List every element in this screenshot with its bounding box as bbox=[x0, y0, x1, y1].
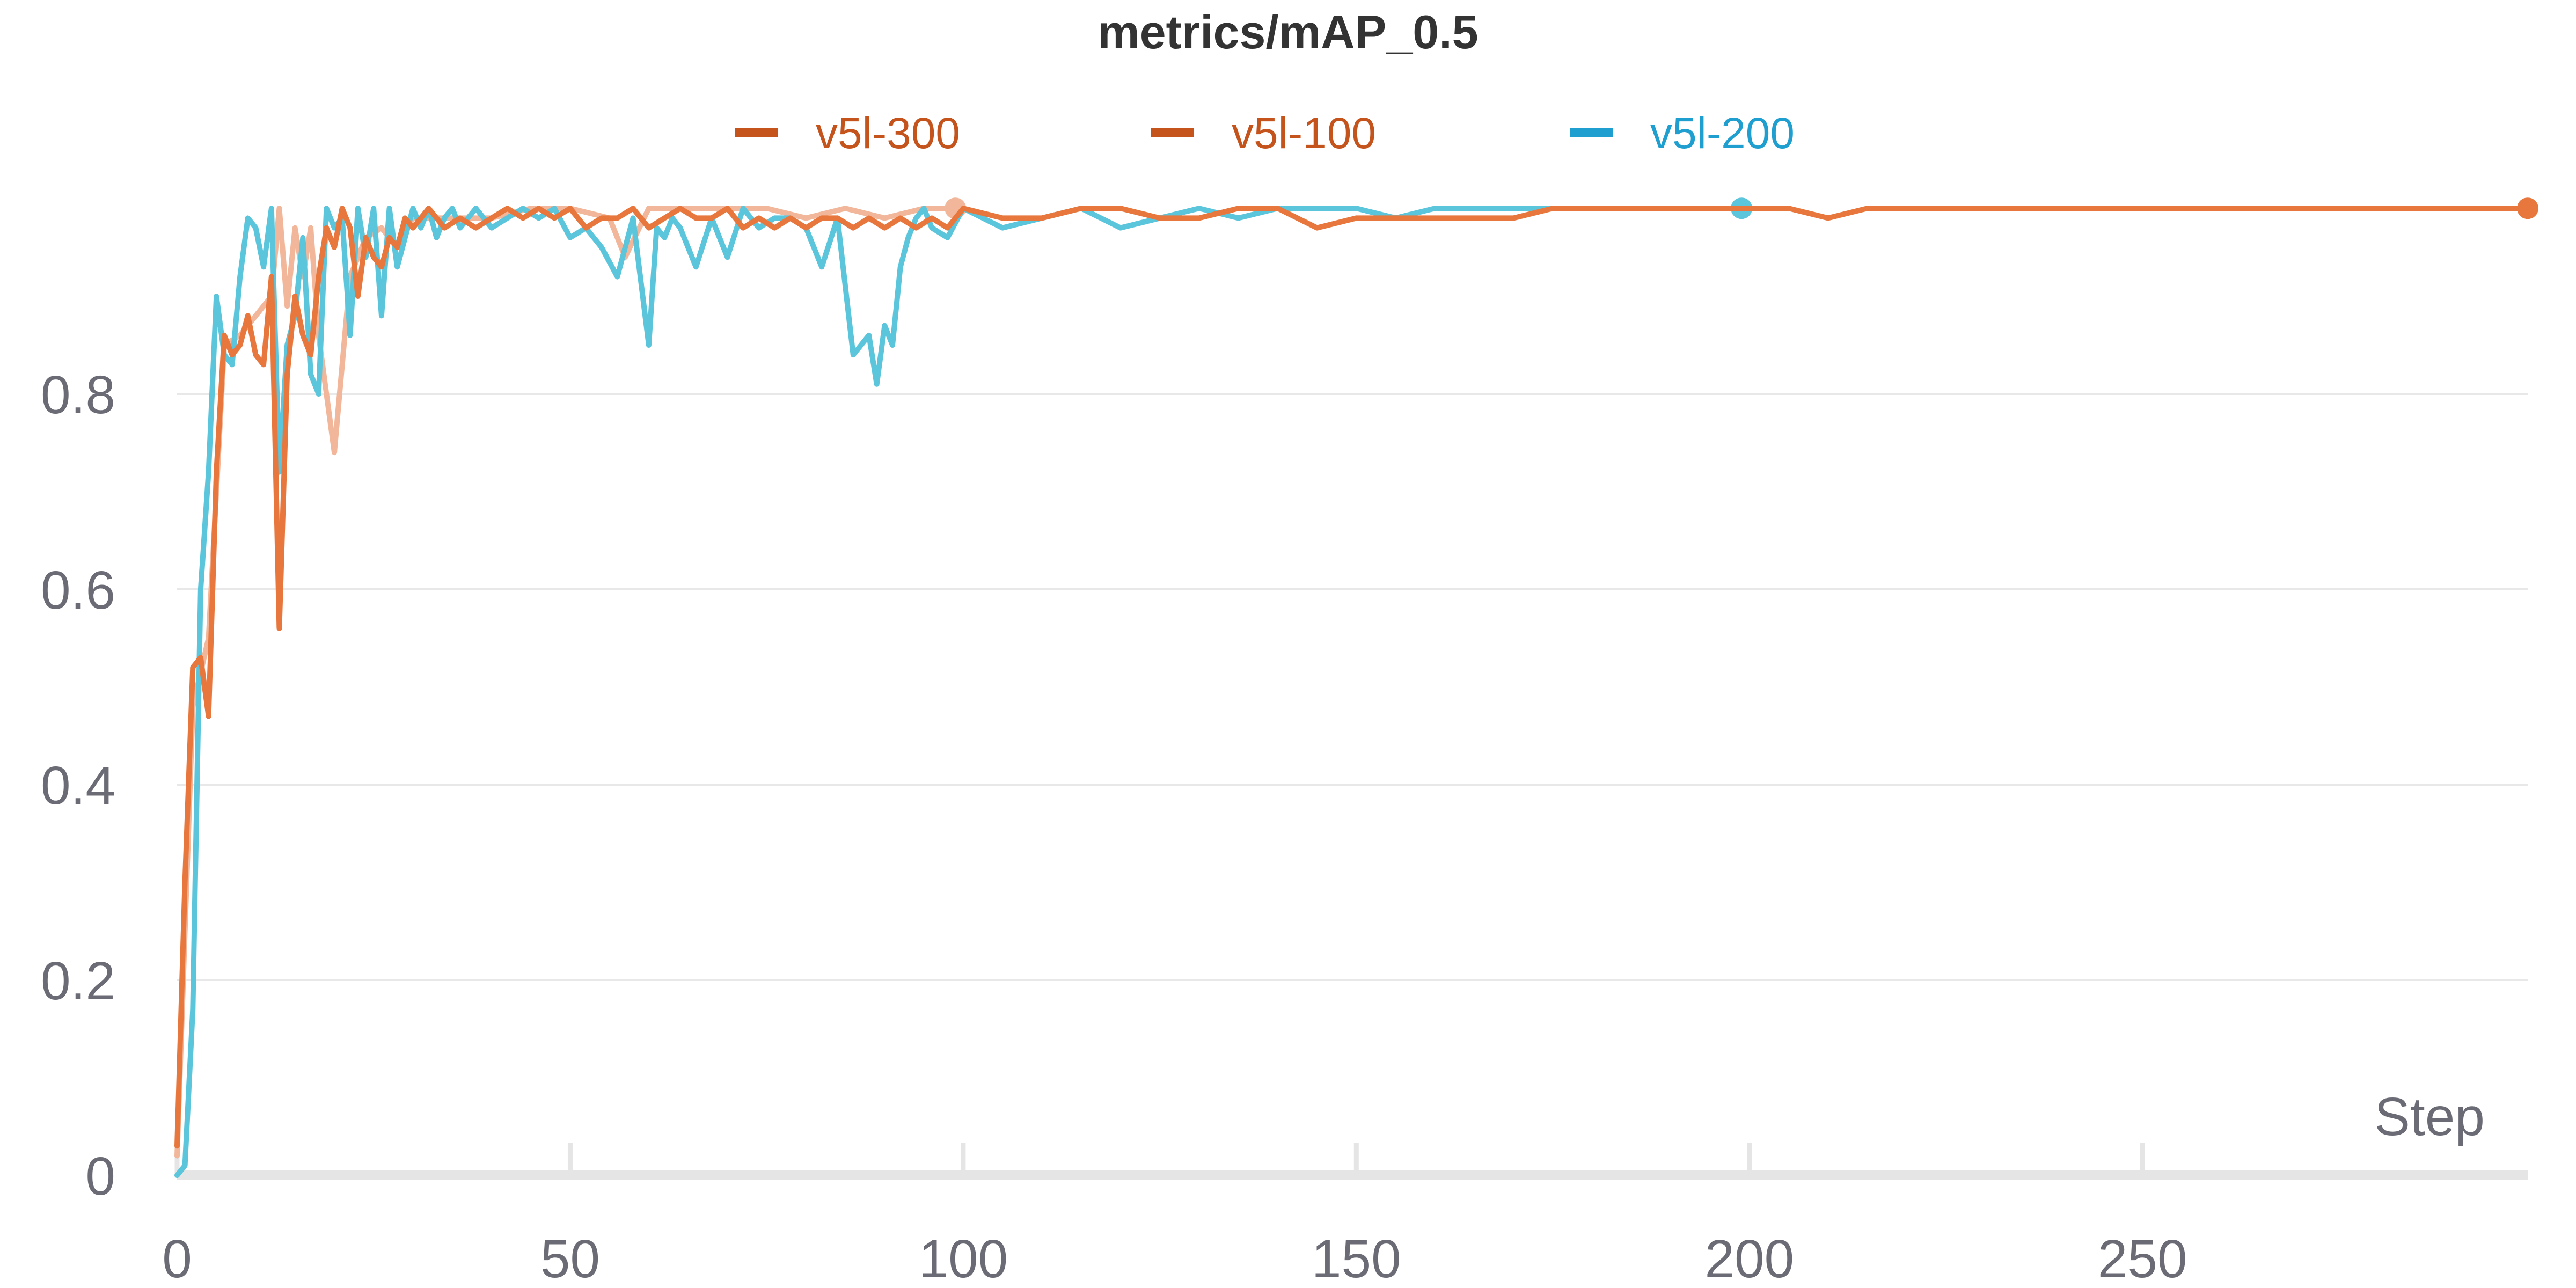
x-tick-label: 250 bbox=[2098, 1229, 2187, 1288]
legend-label: v5l-100 bbox=[1232, 109, 1376, 158]
grid-lines bbox=[177, 393, 2528, 981]
x-tick-label: 150 bbox=[1312, 1229, 1401, 1288]
x-axis-title: Step bbox=[2374, 1087, 2485, 1147]
legend-label: v5l-200 bbox=[1650, 109, 1795, 158]
y-tick-label: 0.8 bbox=[41, 365, 115, 425]
y-tick-label: 0.4 bbox=[41, 756, 115, 816]
y-tick-label: 0 bbox=[85, 1146, 115, 1206]
series-line-v5l-300 bbox=[174, 206, 2530, 1149]
legend: v5l-300 v5l-100 v5l-200 bbox=[735, 109, 1795, 158]
x-tick-label: 100 bbox=[918, 1229, 1008, 1288]
y-tick-label: 0.6 bbox=[41, 560, 115, 620]
legend-label: v5l-300 bbox=[816, 109, 960, 158]
series-end-marker-v5l-300 bbox=[2517, 197, 2538, 219]
x-tick-label: 0 bbox=[162, 1229, 192, 1288]
x-axis: 0 50 100 150 200 250 bbox=[162, 1143, 2528, 1288]
legend-item-v5l-300[interactable]: v5l-300 bbox=[735, 109, 960, 158]
series-line-v5l-200 bbox=[174, 206, 1745, 1178]
chart-title: metrics/mAP_0.5 bbox=[1097, 5, 1478, 58]
legend-item-v5l-200[interactable]: v5l-200 bbox=[1570, 109, 1795, 158]
series-layer bbox=[174, 197, 2538, 1178]
legend-item-v5l-100[interactable]: v5l-100 bbox=[1151, 109, 1376, 158]
x-tick-label: 50 bbox=[540, 1229, 600, 1288]
series-line-v5l-100 bbox=[174, 206, 958, 1159]
y-tick-label: 0.2 bbox=[41, 951, 115, 1011]
x-tick-label: 200 bbox=[1704, 1229, 1794, 1288]
y-axis: 0 0.2 0.4 0.6 0.8 bbox=[41, 365, 115, 1206]
